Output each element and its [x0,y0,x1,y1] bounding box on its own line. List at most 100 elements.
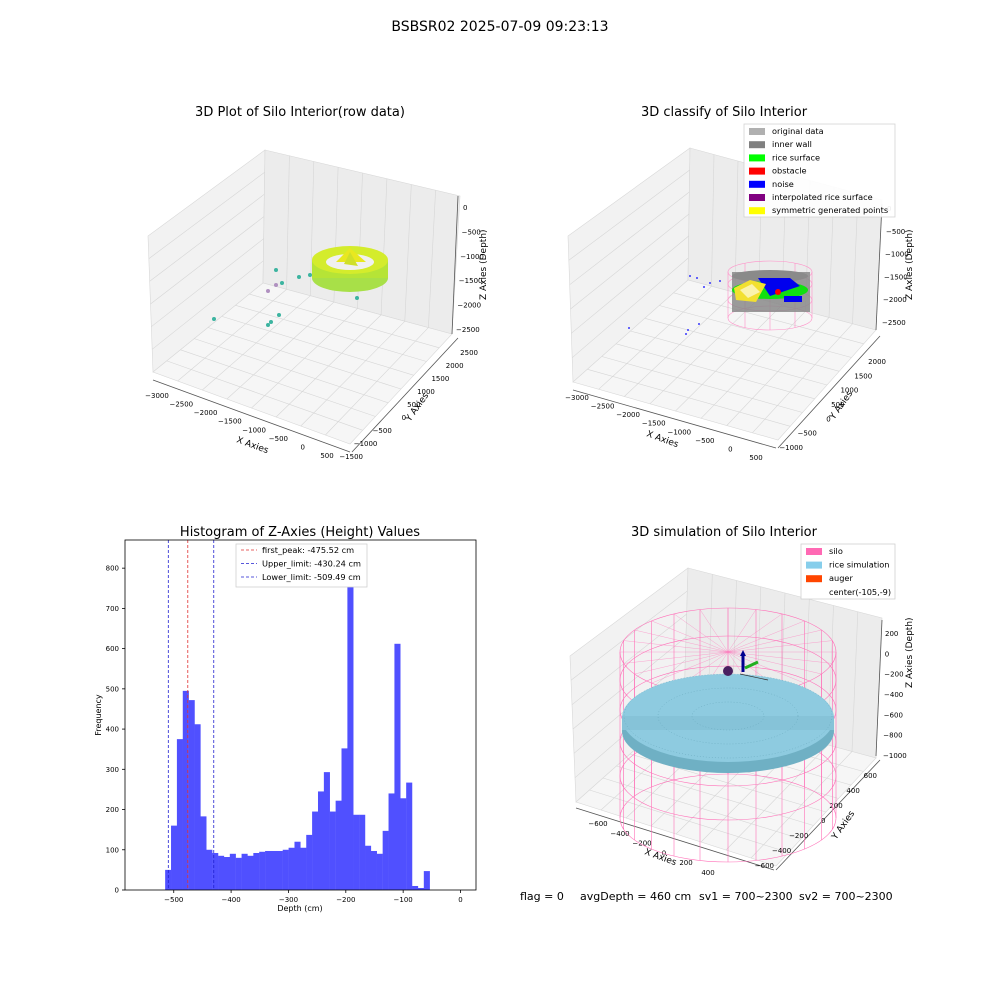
grid-line [221,316,414,376]
legend-label: silo [829,546,843,556]
histogram-bar [306,834,313,890]
histogram-bar [312,811,319,890]
histogram-bar [323,772,330,890]
histogram-bar [400,798,407,890]
histogram-bar [206,849,213,890]
z-tick-label: −1000 [460,253,484,261]
histogram-bar [365,845,372,890]
y-tick-label: −200 [789,832,808,840]
y-tick-label: 0 [402,414,406,422]
y-axis-label: Y Axies [830,809,858,842]
panel-classify-title: 3D classify of Silo Interior [641,105,808,120]
z-tick-label: −2000 [457,302,481,310]
histogram-bar [194,724,201,890]
sv2-text: sv2 = 700~2300 [799,890,893,903]
y-tick-label: 1500 [431,375,449,383]
legend-swatch [806,548,822,555]
grid-line [207,327,402,390]
x-tick-label: −600 [588,820,607,828]
histogram-bar [376,853,383,890]
grid-line [568,169,690,261]
silo-roof-spoke [727,613,783,653]
silo-roof-spoke [623,640,729,653]
z-tick-label: −2500 [882,319,906,327]
avg-depth-text: avgDepth = 460 cm [580,890,691,903]
z-tick-label: 200 [885,630,898,638]
histogram-bar [388,793,395,890]
legend: first_peak: -475.52 cm Upper_limit: -430.… [235,543,368,588]
footer-status: flag = 0 avgDepth = 460 cm sv1 = 700~230… [520,890,893,903]
histogram-bar [300,847,307,890]
grid-line [380,178,388,315]
histogram-bar [353,814,360,890]
grid-line [235,305,427,362]
z-tick-label: −1500 [884,273,908,281]
panel-raw-title: 3D Plot of Silo Interior(row data) [195,105,405,120]
y-tick-label: 800 [106,565,119,573]
grid-line [589,789,789,853]
grid-line [734,160,739,293]
noise-points [628,275,721,335]
histogram-bar [212,852,219,890]
x-tick-label: 0 [728,445,732,453]
grid-line [166,360,363,431]
x-tick-label: −2500 [169,401,193,409]
x-tick-label: −500 [695,437,714,445]
x-tick-label: −400 [221,896,240,904]
simulation-title: 3D simulation of Silo Interior [631,525,818,540]
y-tick-label: 500 [106,685,119,693]
y-tick-label: 0 [821,817,825,825]
legend-swatch [749,141,765,149]
grid-line [194,338,389,404]
x-tick-label: −100 [394,896,413,904]
z-tick-label: −2000 [883,296,907,304]
y-tick-label: −400 [772,847,791,855]
silo-roof-spoke [651,651,729,684]
x-tick-label: −300 [279,896,298,904]
x-ticks: −500 −400 −300 −200 −100 0 [164,890,463,904]
y-tick-label: 0 [826,415,830,423]
histogram-bar [265,850,272,890]
y-tick-label: 1000 [840,387,858,395]
histogram-bar [165,869,172,890]
y-tick-label: 2000 [868,358,886,366]
panel-classify-3d: 3D classify of Silo Interior −3000−2500−… [565,105,915,462]
y-axis-label: Frequency [94,694,103,736]
tick-labels: −600−400−2000200400−600−400−200020040060… [588,630,906,877]
x-tick-label: −1500 [218,418,242,426]
histogram-bar [176,739,183,890]
histogram-title: Histogram of Z-Axies (Height) Values [180,525,420,540]
x-tick-label: −1000 [242,426,266,434]
y-tick-label: 600 [106,645,119,653]
reference-lines [167,540,215,890]
flag-text: flag = 0 [520,890,564,903]
silo-roof-spoke [727,640,833,653]
x-axis-line [575,807,775,871]
x-tick-label: −2000 [616,411,640,419]
histogram-bar [335,800,342,890]
outlier-points [212,268,359,327]
y-tick-label: 600 [864,772,877,780]
histogram-bar [406,782,413,890]
x-tick-label: 0 [458,896,462,904]
auger-center-marker [723,650,769,681]
histogram-bar [259,851,266,890]
x-tick-label: −2000 [194,409,218,417]
panel-raw-3d: 3D Plot of Silo Interior(row data) −3000… [145,105,489,461]
grid-line [569,191,690,285]
grid-line [571,235,689,334]
z-tick-label: −1500 [459,277,483,285]
z-axis-line [875,203,883,331]
silo-roof-spoke [634,651,729,675]
legend-swatch [749,154,765,162]
histogram-bar [370,850,377,890]
histogram-bar [223,857,231,890]
histogram-bar [247,855,254,890]
legend-swatch [806,561,822,569]
histogram-bar [241,853,248,890]
grid-line [571,613,687,705]
grid-line [644,318,840,372]
legend-label: center(-105,-9) [829,587,891,597]
